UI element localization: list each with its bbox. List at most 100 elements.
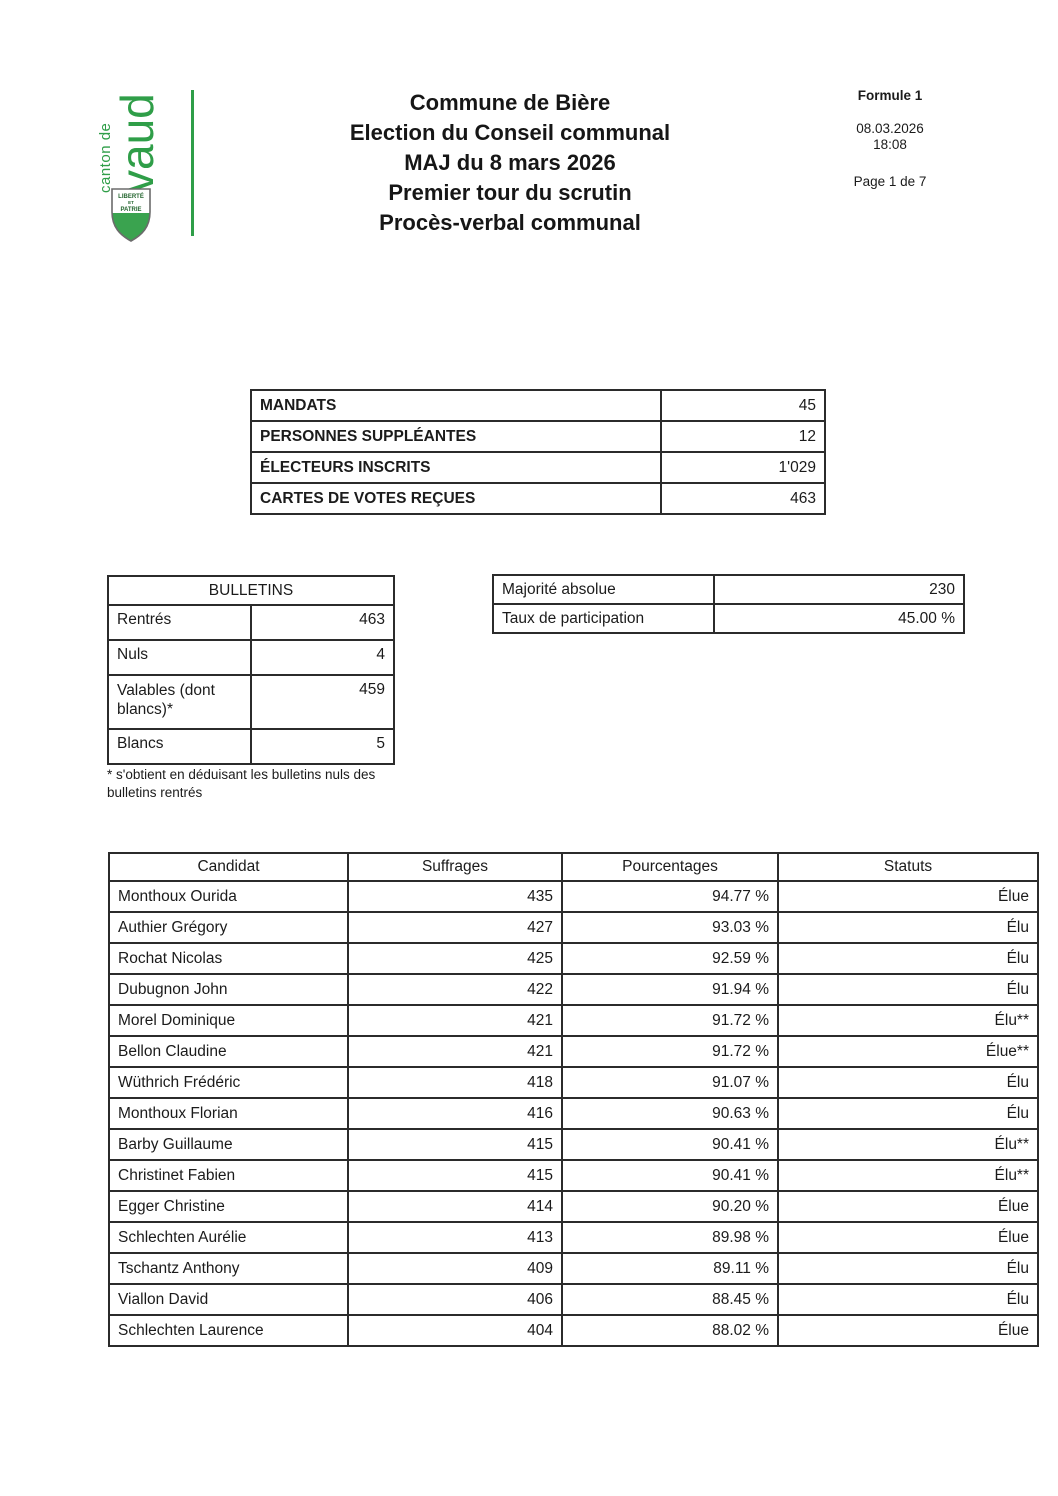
candidate-statut: Élu** [777, 1159, 1039, 1192]
summary-label: CARTES DE VOTES REÇUES [250, 482, 662, 515]
summary-row-suppleantes: PERSONNES SUPPLÉANTES 12 [250, 420, 826, 453]
candidate-row: Wüthrich Frédéric 418 91.07 % Élu [108, 1066, 1039, 1099]
summary-label: MANDATS [250, 389, 662, 422]
candidate-name: Rochat Nicolas [108, 942, 349, 975]
candidate-pourcentage: 91.72 % [561, 1004, 779, 1037]
candidate-row: Viallon David 406 88.45 % Élu [108, 1283, 1039, 1316]
candidate-statut: Élu [777, 1252, 1039, 1285]
time-text: 18:08 [873, 137, 907, 152]
candidate-row: Morel Dominique 421 91.72 % Élu** [108, 1004, 1039, 1037]
candidate-statut: Élue [777, 1190, 1039, 1223]
date-text: 08.03.2026 [856, 121, 924, 136]
title-line-commune: Commune de Bière [409, 90, 611, 115]
candidate-suffrages: 406 [347, 1283, 563, 1316]
majority-value: 45.00 % [713, 603, 965, 634]
candidate-suffrages: 422 [347, 973, 563, 1006]
bulletins-table: BULLETINS Rentrés 463 Nuls 4 Valables (d… [107, 575, 395, 765]
majority-row-absolue: Majorité absolue 230 [492, 574, 965, 605]
column-header-statuts: Statuts [777, 852, 1039, 882]
candidate-pourcentage: 91.07 % [561, 1066, 779, 1099]
bulletins-label: Blancs [107, 728, 252, 765]
candidate-suffrages: 421 [347, 1035, 563, 1068]
vaud-logo: canton de vaud [97, 83, 166, 193]
candidate-statut: Élue [777, 880, 1039, 913]
column-header-suffrages: Suffrages [347, 852, 563, 882]
formule-label: Formule 1 [857, 88, 923, 103]
summary-value: 45 [660, 389, 826, 422]
summary-row-mandats: MANDATS 45 [250, 389, 826, 422]
candidate-suffrages: 404 [347, 1314, 563, 1347]
candidate-name: Tschantz Anthony [108, 1252, 349, 1285]
title-line-proces: Procès-verbal communal [379, 210, 641, 235]
shield-motto-liberte: LIBERTÉ [118, 192, 144, 200]
candidates-table: Candidat Suffrages Pourcentages Statuts … [108, 852, 1039, 1347]
bulletins-label: Nuls [107, 639, 252, 676]
shield-motto-patrie: PATRIE [120, 207, 141, 213]
candidate-suffrages: 425 [347, 942, 563, 975]
bulletins-row-valables: Valables (dont blancs)* 459 [107, 674, 395, 730]
candidate-row: Monthoux Florian 416 90.63 % Élu [108, 1097, 1039, 1130]
summary-table: MANDATS 45 PERSONNES SUPPLÉANTES 12 ÉLEC… [250, 389, 826, 515]
candidate-suffrages: 409 [347, 1252, 563, 1285]
bulletins-header-row: BULLETINS [107, 575, 395, 606]
majority-label: Majorité absolue [492, 574, 715, 605]
footnote: * s'obtient en déduisant les bulletins n… [107, 767, 376, 800]
majority-row-participation: Taux de participation 45.00 % [492, 603, 965, 634]
candidate-pourcentage: 91.72 % [561, 1035, 779, 1068]
bulletins-row-blancs: Blancs 5 [107, 728, 395, 765]
candidate-row: Authier Grégory 427 93.03 % Élu [108, 911, 1039, 944]
candidate-suffrages: 413 [347, 1221, 563, 1254]
candidate-statut: Élue [777, 1314, 1039, 1347]
candidate-name: Bellon Claudine [108, 1035, 349, 1068]
candidate-statut: Élu [777, 1283, 1039, 1316]
column-header-pourcentages: Pourcentages [561, 852, 779, 882]
candidate-name: Schlechten Aurélie [108, 1221, 349, 1254]
candidate-name: Egger Christine [108, 1190, 349, 1223]
candidates-header-row: Candidat Suffrages Pourcentages Statuts [108, 852, 1039, 882]
summary-value: 463 [660, 482, 826, 515]
bulletins-row-nuls: Nuls 4 [107, 639, 395, 676]
candidate-row: Rochat Nicolas 425 92.59 % Élu [108, 942, 1039, 975]
candidate-name: Morel Dominique [108, 1004, 349, 1037]
candidate-row: Tschantz Anthony 409 89.11 % Élu [108, 1252, 1039, 1285]
column-header-candidat: Candidat [108, 852, 349, 882]
candidate-name: Monthoux Florian [108, 1097, 349, 1130]
summary-value: 1'029 [660, 451, 826, 484]
candidate-name: Dubugnon John [108, 973, 349, 1006]
candidate-row: Schlechten Aurélie 413 89.98 % Élue [108, 1221, 1039, 1254]
candidate-pourcentage: 91.94 % [561, 973, 779, 1006]
candidate-pourcentage: 90.41 % [561, 1159, 779, 1192]
summary-row-cartes: CARTES DE VOTES REÇUES 463 [250, 482, 826, 515]
shield-motto-et: ET [128, 200, 134, 205]
candidate-statut: Élu [777, 973, 1039, 1006]
candidate-suffrages: 421 [347, 1004, 563, 1037]
candidate-row: Monthoux Ourida 435 94.77 % Élue [108, 880, 1039, 913]
candidate-statut: Élu** [777, 1128, 1039, 1161]
candidate-statut: Élu [777, 1066, 1039, 1099]
summary-label: ÉLECTEURS INSCRITS [250, 451, 662, 484]
vaud-logo-text: canton de vaud [97, 83, 166, 193]
vaud-label: vaud [111, 93, 163, 193]
candidate-row: Egger Christine 414 90.20 % Élue [108, 1190, 1039, 1223]
meta-block: Formule 1 08.03.2026 18:08 Page 1 de 7 [833, 88, 947, 190]
header-divider [191, 90, 194, 236]
candidate-row: Barby Guillaume 415 90.41 % Élu** [108, 1128, 1039, 1161]
candidate-statut: Élu [777, 1097, 1039, 1130]
candidate-pourcentage: 88.45 % [561, 1283, 779, 1316]
candidate-name: Monthoux Ourida [108, 880, 349, 913]
candidate-pourcentage: 93.03 % [561, 911, 779, 944]
candidate-name: Viallon David [108, 1283, 349, 1316]
candidate-name: Christinet Fabien [108, 1159, 349, 1192]
candidate-pourcentage: 89.11 % [561, 1252, 779, 1285]
majority-value: 230 [713, 574, 965, 605]
summary-value: 12 [660, 420, 826, 453]
candidate-pourcentage: 92.59 % [561, 942, 779, 975]
majority-table: Majorité absolue 230 Taux de participati… [492, 574, 965, 634]
candidate-suffrages: 435 [347, 880, 563, 913]
candidate-suffrages: 418 [347, 1066, 563, 1099]
bulletins-row-rentres: Rentrés 463 [107, 604, 395, 641]
bulletins-value: 459 [250, 674, 395, 730]
page-number: Page 1 de 7 [853, 174, 927, 189]
candidate-suffrages: 427 [347, 911, 563, 944]
